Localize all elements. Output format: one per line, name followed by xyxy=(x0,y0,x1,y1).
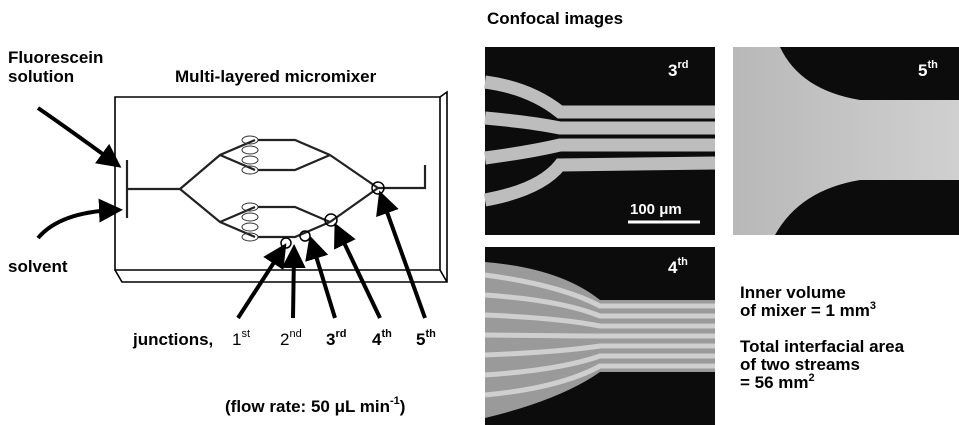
note: of two streams xyxy=(740,355,860,374)
text-part: rd xyxy=(677,59,688,71)
text-part: 5 xyxy=(416,330,425,349)
note: = 56 mm2 xyxy=(740,372,815,392)
text-part: 2 xyxy=(280,330,289,349)
images-title: Confocal images xyxy=(487,9,623,28)
junction-label: 5th xyxy=(416,328,436,349)
text-part: of mixer = 1 mm xyxy=(740,301,870,320)
confocal-image: 100 μm 3rd xyxy=(485,47,715,235)
note: Inner volume xyxy=(740,283,846,302)
note: of mixer = 1 mm3 xyxy=(740,300,876,320)
text-part: nd xyxy=(289,328,301,340)
text-part: th xyxy=(425,328,436,340)
text-part: = 56 mm xyxy=(740,373,809,392)
junction-label: 1st xyxy=(232,328,250,349)
text-part: st xyxy=(241,328,250,340)
text-part: rd xyxy=(335,328,346,340)
device-drawing xyxy=(38,92,447,318)
scale-bar-label: 100 μm xyxy=(630,201,682,218)
inlet-label: solution xyxy=(8,67,74,86)
text-part: -1 xyxy=(390,395,400,407)
confocal-image: 5th xyxy=(733,47,959,235)
text-part: (flow rate: 50 μL min xyxy=(225,397,390,416)
figure: Fluorescein solution solvent Multi-layer… xyxy=(0,0,959,425)
inlet-label: solvent xyxy=(8,257,68,276)
text-part: th xyxy=(927,59,938,71)
junctions-label: junctions, xyxy=(132,330,213,349)
text-part: ) xyxy=(400,397,406,416)
text-part: th xyxy=(677,256,688,268)
text-part: 5 xyxy=(918,61,927,80)
text-part: 3 xyxy=(326,330,335,349)
junction-label: 4th xyxy=(372,328,392,349)
flow-rate: (flow rate: 50 μL min-1) xyxy=(225,395,405,416)
text-part: 3 xyxy=(668,61,677,80)
text-part: th xyxy=(381,328,392,340)
device-title: Multi-layered micromixer xyxy=(175,67,377,86)
text-part: 2 xyxy=(809,372,815,384)
note: Total interfacial area xyxy=(740,337,905,356)
text-part: 3 xyxy=(870,300,876,312)
inlet-label: Fluorescein xyxy=(8,48,103,67)
junction-label: 3rd xyxy=(326,328,346,349)
text-part: 1 xyxy=(232,330,241,349)
confocal-image: 4th xyxy=(485,247,715,425)
junction-label: 2nd xyxy=(280,328,302,349)
